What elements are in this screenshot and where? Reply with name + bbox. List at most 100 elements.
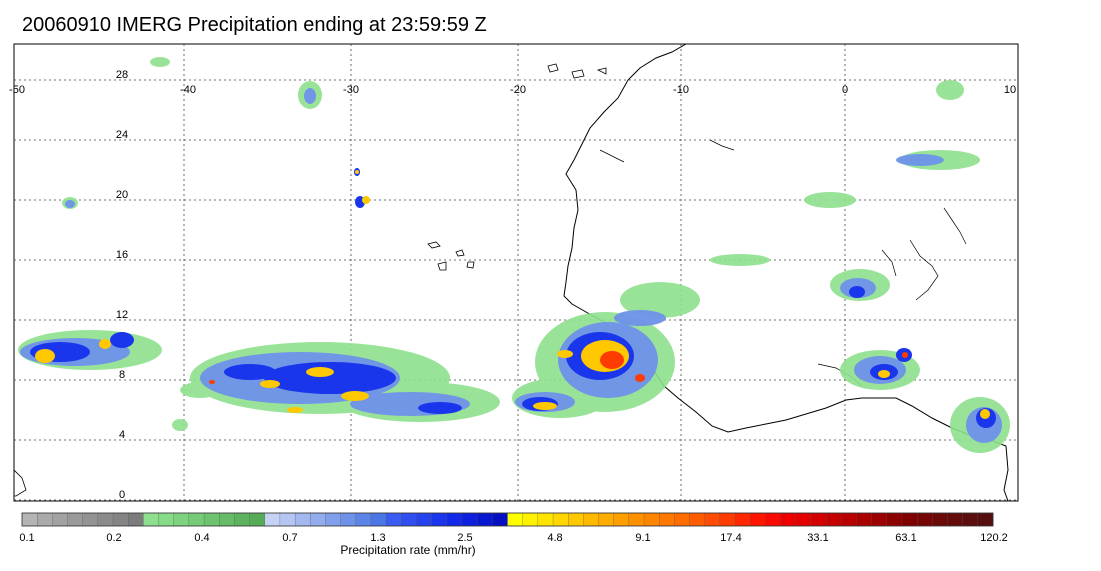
colorbar-swatch	[234, 512, 251, 527]
colorbar-swatch	[765, 512, 782, 527]
colorbar-swatch	[568, 512, 584, 527]
colorbar-swatch	[279, 512, 296, 527]
colorbar-swatch	[355, 512, 372, 527]
lat-label: 28	[116, 69, 128, 81]
colorbar-tick: 17.4	[720, 532, 741, 544]
colorbar-swatch	[21, 512, 38, 527]
colorbar	[21, 512, 994, 527]
colorbar-swatch	[932, 512, 948, 527]
colorbar-ticks: 0.1 0.2 0.4 0.7 1.3 2.5 4.8 9.1 17.4 33.…	[19, 532, 1007, 544]
colorbar-swatch	[416, 512, 433, 527]
map-title: 20060910 IMERG Precipitation ending at 2…	[22, 14, 487, 36]
colorbar-swatch	[52, 512, 68, 527]
colorbar-swatch	[643, 512, 660, 527]
longitude-labels: -50 -40 -30 -20 -10 0 10	[9, 84, 1016, 96]
lat-label: 0	[119, 489, 125, 501]
lon-label: -10	[673, 84, 689, 96]
colorbar-swatch	[704, 512, 721, 527]
colorbar-swatch	[310, 512, 326, 527]
colorbar-swatch	[67, 512, 84, 527]
colorbar-tick: 0.1	[19, 532, 34, 544]
latitude-labels: 28 24 20 16 12 8 4 0	[116, 69, 128, 501]
colorbar-swatch	[962, 512, 979, 527]
colorbar-swatch	[401, 512, 417, 527]
colorbar-swatch	[37, 512, 53, 527]
colorbar-swatch	[901, 512, 918, 527]
colorbar-swatch	[325, 512, 342, 527]
lat-label: 8	[119, 369, 125, 381]
lon-label: -30	[343, 84, 359, 96]
colorbar-swatch	[947, 512, 964, 527]
colorbar-tick: 120.2	[980, 532, 1008, 544]
colorbar-swatch	[552, 512, 569, 527]
colorbar-swatch	[173, 512, 190, 527]
colorbar-swatch	[750, 512, 766, 527]
colorbar-swatch	[871, 512, 888, 527]
colorbar-swatch	[522, 512, 539, 527]
colorbar-label: Precipitation rate (mm/hr)	[340, 543, 475, 557]
lon-label: 10	[1004, 84, 1016, 96]
colorbar-swatch	[219, 512, 235, 527]
colorbar-swatch	[492, 512, 508, 527]
colorbar-swatch	[97, 512, 114, 527]
colorbar-swatch	[674, 512, 691, 527]
islands	[14, 63, 607, 497]
colorbar-swatch	[477, 512, 493, 527]
colorbar-swatch	[340, 512, 357, 527]
colorbar-swatch	[886, 512, 903, 527]
colorbar-swatch	[613, 512, 630, 527]
colorbar-swatch	[507, 512, 524, 527]
colorbar-swatch	[810, 512, 827, 527]
colorbar-swatch	[719, 512, 736, 527]
colorbar-swatch	[628, 512, 645, 527]
colorbar-swatch	[856, 512, 873, 527]
colorbar-tick: 2.5	[457, 532, 472, 544]
colorbar-swatch	[977, 512, 994, 527]
colorbar-swatch	[583, 512, 599, 527]
lat-label: 4	[119, 429, 125, 441]
colorbar-swatch	[689, 512, 706, 527]
colorbar-swatch	[264, 512, 281, 527]
colorbar-swatch	[188, 512, 205, 527]
colorbar-swatch	[825, 512, 842, 527]
colorbar-border	[21, 512, 994, 527]
colorbar-swatch	[659, 512, 675, 527]
colorbar-tick: 0.7	[282, 532, 297, 544]
colorbar-swatch	[446, 512, 463, 527]
colorbar-tick: 33.1	[807, 532, 828, 544]
colorbar-tick: 0.2	[106, 532, 121, 544]
lon-label: 0	[842, 84, 848, 96]
colorbar-tick: 4.8	[547, 532, 562, 544]
colorbar-swatch	[537, 512, 554, 527]
colorbar-swatch	[780, 512, 797, 527]
colorbar-swatch	[143, 512, 160, 527]
lat-label: 12	[116, 309, 128, 321]
lat-label: 24	[116, 129, 128, 141]
colorbar-swatch	[598, 512, 615, 527]
lon-label: -40	[180, 84, 196, 96]
colorbar-tick: 1.3	[370, 532, 385, 544]
colorbar-swatch	[734, 512, 751, 527]
lat-label: 20	[116, 189, 128, 201]
colorbar-swatch	[294, 512, 311, 527]
colorbar-swatch	[461, 512, 478, 527]
colorbar-tick: 0.4	[194, 532, 209, 544]
colorbar-swatch	[431, 512, 448, 527]
colorbar-swatch	[128, 512, 144, 527]
colorbar-swatch	[249, 512, 266, 527]
colorbar-swatch	[385, 512, 402, 527]
colorbar-swatch	[841, 512, 857, 527]
lon-label: -50	[9, 84, 25, 96]
colorbar-swatch	[158, 512, 175, 527]
colorbar-tick: 63.1	[895, 532, 916, 544]
colorbar-swatch	[82, 512, 99, 527]
precip-extreme	[209, 351, 908, 384]
colorbar-swatch	[112, 512, 129, 527]
lat-label: 16	[116, 249, 128, 261]
colorbar-swatch	[916, 512, 933, 527]
colorbar-swatch	[370, 512, 387, 527]
colorbar-tick: 9.1	[635, 532, 650, 544]
colorbar-swatch	[795, 512, 812, 527]
lon-label: -20	[510, 84, 526, 96]
